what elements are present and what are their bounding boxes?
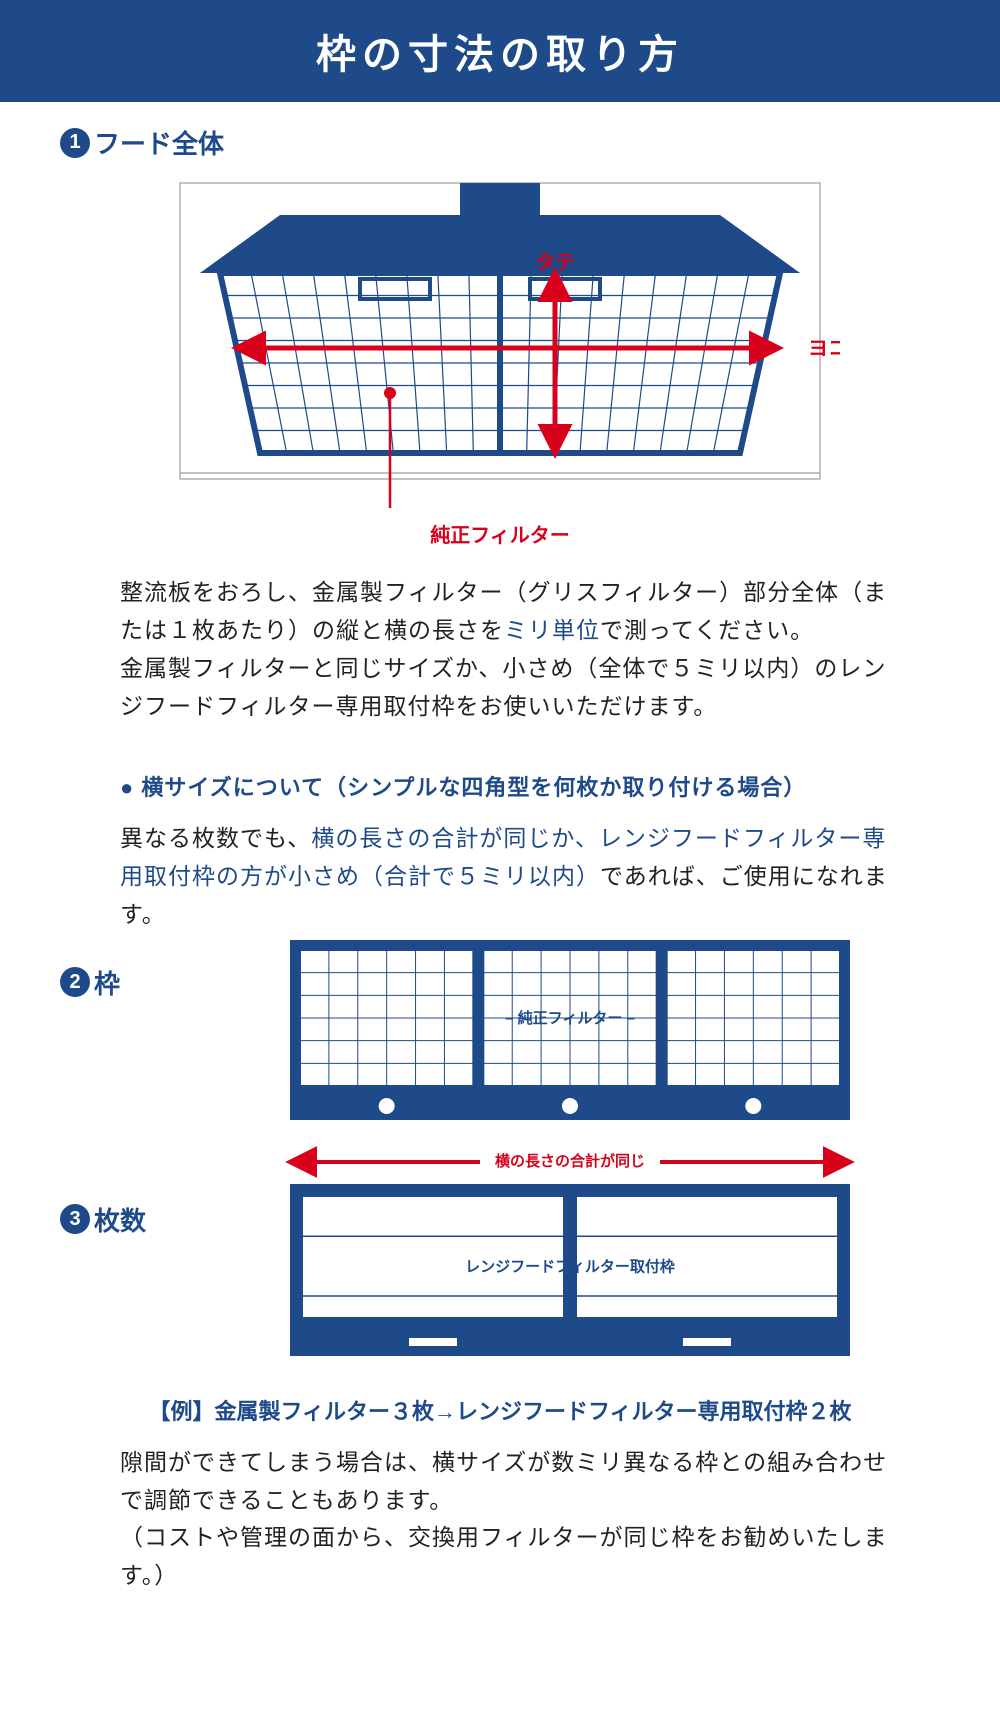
section-1-number: 1 <box>60 128 90 158</box>
svg-text:横の長さの合計が同じ: 横の長さの合計が同じ <box>495 1152 645 1170</box>
figure-2-three-panels: – 純正フィルター – <box>280 934 860 1134</box>
unit-emphasis: ミリ単位 <box>504 617 600 643</box>
section-2-heading: 2 枠 <box>60 964 180 1001</box>
section-2-number: 2 <box>60 967 90 997</box>
section-1-heading: 1 フード全体 <box>60 124 940 161</box>
svg-text:タテ: タテ <box>535 251 575 274</box>
svg-text:レンジフードフィルター取付枠: レンジフードフィルター取付枠 <box>465 1257 675 1275</box>
section-2-label: 枠 <box>94 964 120 1001</box>
svg-text:– 純正フィルター –: – 純正フィルター – <box>505 1009 635 1027</box>
example-heading: 【例】金属製フィルター３枚→レンジフードフィルター専用取付枠２枚 <box>60 1394 940 1426</box>
section-1-label: フード全体 <box>94 124 224 161</box>
figure-3-two-panels: レンジフードフィルター取付枠 <box>280 1180 860 1370</box>
subsection-heading: 横サイズについて（シンプルな四角型を何枚か取り付ける場合） <box>120 770 940 802</box>
filter-caption: 純正フィルター <box>60 519 940 548</box>
figure-1-hood: タテヨコ 純正フィルター <box>60 173 940 548</box>
subsection-paragraph: 異なる枚数でも、横の長さの合計が同じか、レンジフードフィルター専用取付枠の方が小… <box>120 820 900 934</box>
example-paragraph: 隙間ができてしまう場合は、横サイズが数ミリ異なる枠との組み合わせで調節できること… <box>120 1444 900 1596</box>
figure-width-arrow: 横の長さの合計が同じ <box>280 1134 860 1180</box>
section-3-label: 枚数 <box>94 1201 146 1238</box>
content-area: 1 フード全体 タテヨコ 純正フィルター 整流板をおろし、金属製フィルター（グリ… <box>0 124 1000 1635</box>
section-1-paragraph: 整流板をおろし、金属製フィルター（グリスフィルター）部分全体（または１枚あたり）… <box>120 574 900 726</box>
section-3-number: 3 <box>60 1204 90 1234</box>
section-3-heading: 3 枚数 <box>60 1201 180 1238</box>
svg-text:ヨコ: ヨコ <box>808 338 840 360</box>
page-title: 枠の寸法の取り方 <box>0 0 1000 102</box>
